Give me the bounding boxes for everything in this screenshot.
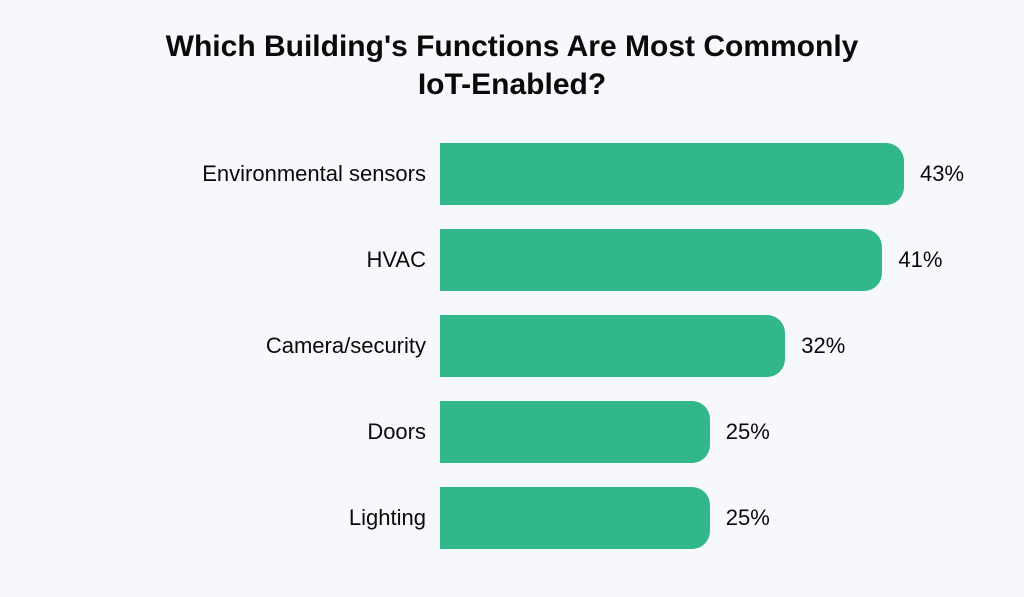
bar [440, 229, 882, 291]
bar-track: 43% [440, 143, 904, 205]
bar [440, 315, 785, 377]
value-label: 25% [726, 419, 770, 445]
value-label: 32% [801, 333, 845, 359]
bar-track: 41% [440, 229, 904, 291]
bar [440, 487, 710, 549]
category-label: Camera/security [160, 333, 440, 359]
value-label: 25% [726, 505, 770, 531]
bar-track: 25% [440, 401, 904, 463]
chart-title: Which Building's Functions Are Most Comm… [152, 28, 872, 103]
category-label: Environmental sensors [160, 161, 440, 187]
bar [440, 143, 904, 205]
bar-row: HVAC 41% [160, 229, 904, 291]
value-label: 41% [898, 247, 942, 273]
bar-chart: Environmental sensors 43% HVAC 41% Camer… [60, 143, 964, 549]
category-label: HVAC [160, 247, 440, 273]
chart-container: Which Building's Functions Are Most Comm… [0, 0, 1024, 597]
bar-track: 32% [440, 315, 904, 377]
category-label: Lighting [160, 505, 440, 531]
bar-row: Environmental sensors 43% [160, 143, 904, 205]
bar-row: Camera/security 32% [160, 315, 904, 377]
bar-row: Doors 25% [160, 401, 904, 463]
category-label: Doors [160, 419, 440, 445]
value-label: 43% [920, 161, 964, 187]
bar [440, 401, 710, 463]
bar-row: Lighting 25% [160, 487, 904, 549]
bar-track: 25% [440, 487, 904, 549]
